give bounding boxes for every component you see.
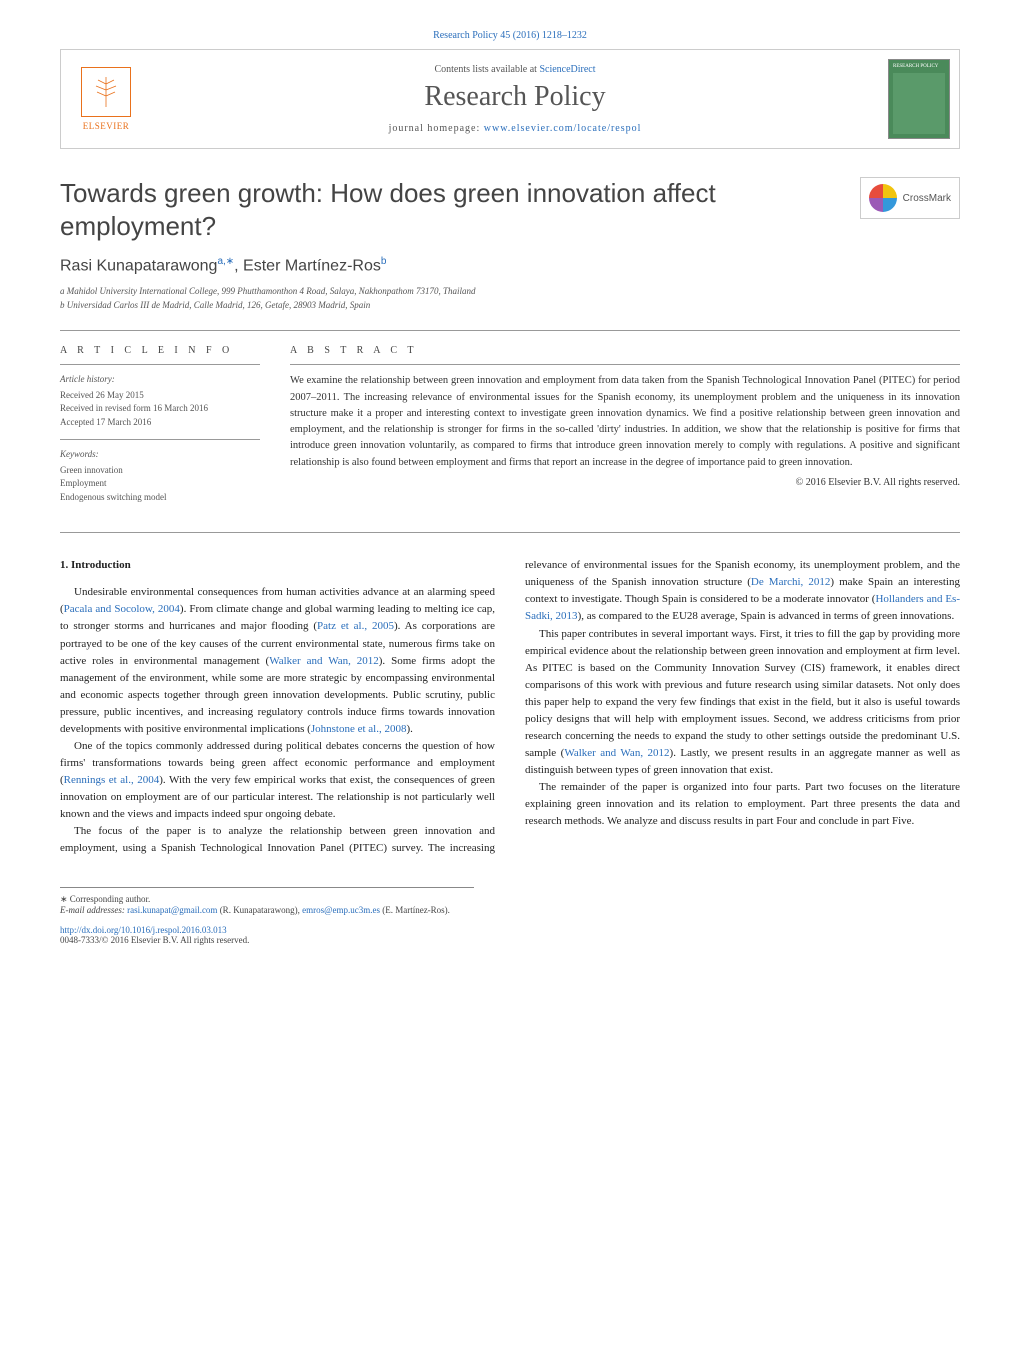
contents-prefix: Contents lists available at	[434, 64, 539, 75]
paragraph-4: This paper contributes in several import…	[525, 626, 960, 779]
abstract-heading: a b s t r a c t	[290, 345, 960, 356]
corresponding-author-note: ∗ Corresponding author.	[60, 894, 474, 905]
author-2-sup: b	[381, 256, 387, 267]
homepage-line: journal homepage: www.elsevier.com/locat…	[151, 123, 879, 134]
section-1-heading: 1. Introduction	[60, 557, 495, 574]
p4a: This paper contributes in several import…	[525, 628, 960, 759]
p1e: ).	[406, 723, 412, 735]
ref-walker-2[interactable]: Walker and Wan, 2012	[564, 747, 669, 759]
journal-cover-thumbnail: RESEARCH POLICY	[888, 59, 950, 139]
publisher-name: ELSEVIER	[83, 121, 130, 131]
keywords-label: Keywords:	[60, 448, 260, 462]
ref-demarchi[interactable]: De Marchi, 2012	[751, 576, 830, 588]
crossmark-icon	[869, 184, 897, 212]
keyword-2: Employment	[60, 477, 260, 491]
body-text: 1. Introduction Undesirable environmenta…	[60, 557, 960, 857]
author-sep: ,	[234, 257, 243, 274]
publisher-block: ELSEVIER	[61, 50, 151, 148]
author-1: Rasi Kunapatarawong	[60, 257, 217, 274]
keyword-1: Green innovation	[60, 464, 260, 478]
keywords-block: Keywords: Green innovation Employment En…	[60, 448, 260, 504]
affiliation-a: a Mahidol University International Colle…	[60, 285, 960, 299]
contents-line: Contents lists available at ScienceDirec…	[151, 64, 879, 75]
divider-top	[60, 330, 960, 331]
abstract-column: a b s t r a c t We examine the relations…	[290, 345, 960, 514]
info-divider-1	[60, 364, 260, 365]
homepage-prefix: journal homepage:	[389, 123, 484, 134]
doi-block: http://dx.doi.org/10.1016/j.respol.2016.…	[60, 925, 960, 945]
ref-johnstone[interactable]: Johnstone et al., 2008	[311, 723, 407, 735]
history-accepted: Accepted 17 March 2016	[60, 416, 260, 430]
keyword-3: Endogenous switching model	[60, 491, 260, 505]
abstract-copyright: © 2016 Elsevier B.V. All rights reserved…	[290, 477, 960, 488]
issn-copyright: 0048-7333/© 2016 Elsevier B.V. All right…	[60, 935, 960, 945]
abstract-text: We examine the relationship between gree…	[290, 373, 960, 471]
crossmark-label: CrossMark	[903, 193, 951, 204]
masthead-center: Contents lists available at ScienceDirec…	[151, 64, 879, 134]
article-info-heading: a r t i c l e i n f o	[60, 345, 260, 356]
authors-line: Rasi Kunapatarawonga,∗, Ester Martínez-R…	[60, 256, 960, 275]
journal-name: Research Policy	[151, 81, 879, 113]
paragraph-2: One of the topics commonly addressed dur…	[60, 738, 495, 823]
history-received: Received 26 May 2015	[60, 389, 260, 403]
email-1-who: (R. Kunapatarawong),	[217, 905, 302, 915]
email-2-who: (E. Martínez-Ros).	[380, 905, 450, 915]
email-line: E-mail addresses: rasi.kunapat@gmail.com…	[60, 905, 474, 915]
author-2: Ester Martínez-Ros	[243, 257, 381, 274]
abstract-divider	[290, 364, 960, 365]
article-history: Article history: Received 26 May 2015 Re…	[60, 373, 260, 429]
article-title: Towards green growth: How does green inn…	[60, 177, 840, 242]
cover-body	[893, 73, 945, 134]
elsevier-tree-icon	[81, 67, 131, 117]
masthead-right: RESEARCH POLICY	[879, 50, 959, 148]
article-info-column: a r t i c l e i n f o Article history: R…	[60, 345, 260, 514]
crossmark-badge[interactable]: CrossMark	[860, 177, 960, 219]
paragraph-5: The remainder of the paper is organized …	[525, 779, 960, 830]
doi-link[interactable]: http://dx.doi.org/10.1016/j.respol.2016.…	[60, 925, 227, 935]
email-1[interactable]: rasi.kunapat@gmail.com	[127, 905, 217, 915]
ref-rennings[interactable]: Rennings et al., 2004	[64, 774, 160, 786]
tree-icon	[86, 72, 126, 112]
homepage-link[interactable]: www.elsevier.com/locate/respol	[484, 123, 642, 134]
header-citation: Research Policy 45 (2016) 1218–1232	[60, 30, 960, 41]
masthead: ELSEVIER Contents lists available at Sci…	[60, 49, 960, 149]
history-revised: Received in revised form 16 March 2016	[60, 402, 260, 416]
ref-patz[interactable]: Patz et al., 2005	[317, 620, 394, 632]
affiliation-b: b Universidad Carlos III de Madrid, Call…	[60, 299, 960, 313]
history-label: Article history:	[60, 373, 260, 387]
ref-pacala[interactable]: Pacala and Socolow, 2004	[64, 603, 180, 615]
ref-walker-1[interactable]: Walker and Wan, 2012	[269, 655, 379, 667]
affiliations: a Mahidol University International Colle…	[60, 285, 960, 312]
divider-body	[60, 532, 960, 533]
footnotes: ∗ Corresponding author. E-mail addresses…	[60, 887, 474, 915]
email-label: E-mail addresses:	[60, 905, 127, 915]
paragraph-1: Undesirable environmental consequences f…	[60, 584, 495, 737]
sciencedirect-link[interactable]: ScienceDirect	[539, 64, 595, 75]
email-2[interactable]: emros@emp.uc3m.es	[302, 905, 380, 915]
cover-title: RESEARCH POLICY	[893, 64, 945, 70]
p3c: ), as compared to the EU28 average, Spai…	[578, 610, 955, 622]
author-1-sup: a,∗	[217, 256, 234, 267]
info-divider-2	[60, 439, 260, 440]
